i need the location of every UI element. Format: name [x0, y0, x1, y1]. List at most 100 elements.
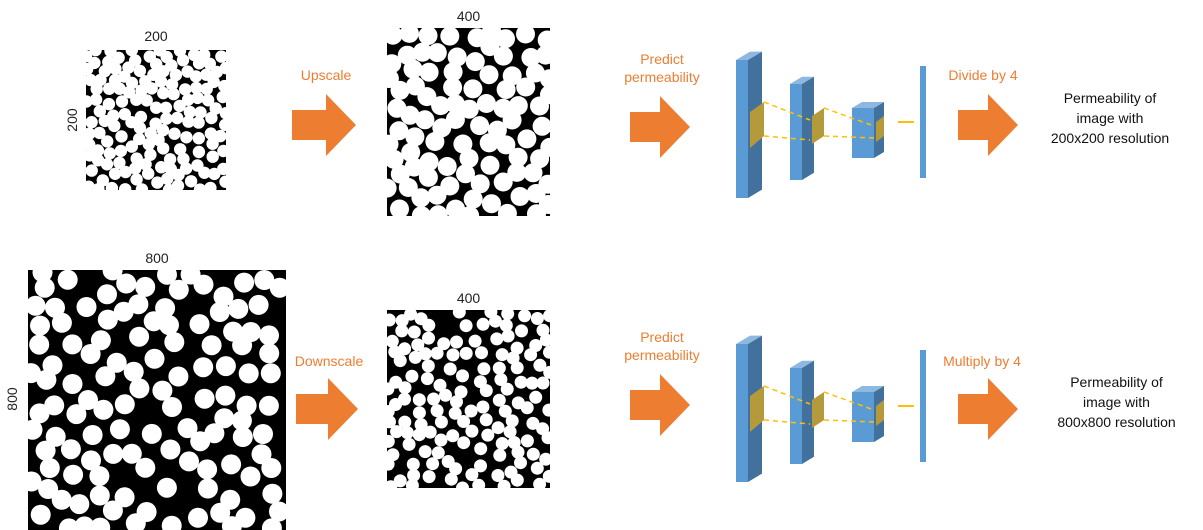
grain [174, 143, 187, 156]
grain [168, 127, 181, 140]
conv-layer-1-front [736, 344, 748, 482]
grain [495, 348, 509, 362]
grain [430, 404, 444, 418]
grain-field [387, 310, 550, 488]
grain [204, 127, 218, 140]
grain [437, 157, 457, 176]
grain [543, 345, 550, 359]
grain [155, 298, 176, 319]
grain [496, 80, 516, 99]
grain [463, 79, 483, 99]
grain [51, 489, 72, 510]
grain [173, 50, 187, 57]
grain [210, 65, 223, 79]
grain [80, 344, 101, 364]
grain [398, 178, 418, 197]
grain [98, 64, 112, 78]
grain [142, 138, 155, 151]
grain [157, 270, 177, 285]
grain [456, 481, 469, 488]
grain [210, 502, 231, 523]
kernel-1 [750, 102, 764, 148]
predict-label: Predict permeability [612, 328, 712, 364]
grain [440, 28, 460, 46]
output-line-2: image with [1083, 394, 1150, 410]
grain [530, 461, 544, 475]
grain [232, 427, 253, 447]
row-downscale: 800 800 Downscale 400 400 Predict permea… [0, 240, 1203, 530]
grain [89, 485, 110, 506]
grain [86, 164, 98, 177]
grain [418, 445, 432, 459]
grain [219, 175, 226, 188]
grain [493, 448, 507, 462]
grain [194, 106, 207, 119]
grain [468, 334, 482, 348]
grain [215, 385, 236, 406]
grain [51, 312, 72, 333]
grain [121, 443, 142, 464]
input-image-800 [28, 270, 286, 530]
grain [125, 50, 138, 57]
grain [403, 59, 423, 79]
grain [28, 363, 41, 384]
grain [179, 451, 199, 472]
grain [164, 332, 185, 353]
grain [162, 397, 182, 417]
grain [405, 76, 425, 96]
grain [422, 331, 435, 345]
grain [93, 126, 106, 140]
grain [165, 78, 179, 91]
grain [193, 183, 207, 190]
grain [543, 310, 550, 323]
grain [427, 392, 441, 406]
grain [456, 369, 469, 383]
grain [86, 180, 95, 190]
grain [215, 356, 236, 377]
grain [541, 431, 550, 445]
grain [428, 205, 448, 216]
grain [412, 393, 426, 407]
grain [506, 351, 520, 365]
grain [387, 69, 399, 88]
grain [129, 326, 150, 347]
grain [445, 94, 465, 114]
connection-line [763, 135, 811, 141]
grain [412, 406, 426, 420]
grain [262, 483, 283, 504]
grain [205, 111, 218, 125]
grain-field [28, 270, 286, 530]
grain [476, 400, 490, 414]
scaled-top-label: 400 [456, 290, 481, 306]
grain [153, 50, 166, 57]
grain [191, 91, 204, 105]
grain [419, 152, 439, 172]
grain [176, 54, 190, 67]
scale-label: Downscale [294, 353, 364, 369]
grain [109, 419, 130, 440]
grain [387, 457, 395, 471]
grain [470, 116, 490, 136]
grain [103, 443, 124, 464]
grain [540, 137, 550, 157]
grain [525, 376, 539, 390]
grain [28, 419, 43, 440]
grain [508, 96, 528, 116]
conv-layer-3-top [852, 102, 884, 108]
grain [254, 270, 275, 290]
grain [496, 135, 516, 155]
grain [389, 121, 409, 141]
grain [258, 395, 279, 416]
grain [169, 68, 183, 82]
grain [536, 323, 550, 337]
grain [135, 457, 156, 478]
grain [479, 413, 493, 427]
grain [116, 273, 137, 294]
grain [45, 426, 66, 447]
grain [90, 82, 103, 96]
grain-field [387, 28, 550, 216]
grain [533, 358, 547, 372]
grain [102, 500, 123, 521]
conv-layer-1-top [736, 335, 762, 344]
grain [168, 366, 189, 387]
